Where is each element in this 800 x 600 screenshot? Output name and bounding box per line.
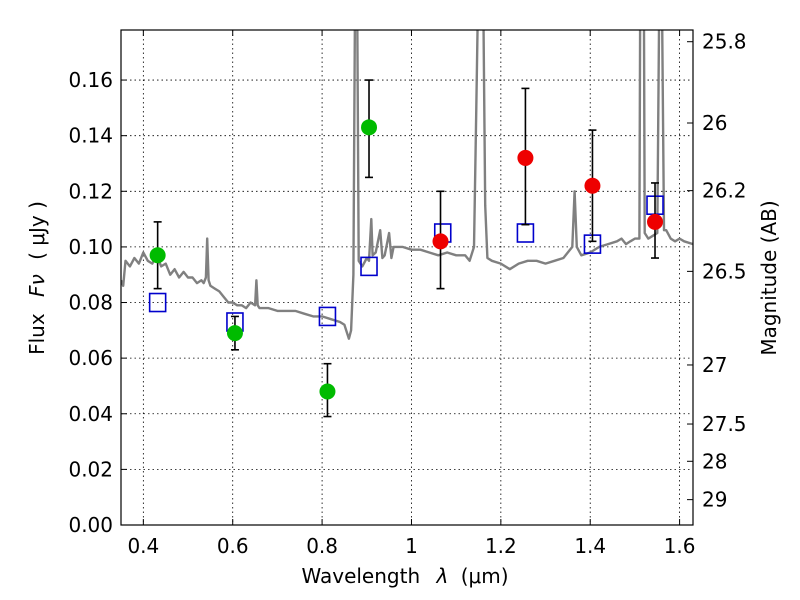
marker-layer — [148, 79, 664, 418]
observed-point — [517, 149, 534, 166]
x-tick-label: 1.2 — [485, 534, 517, 558]
y-axis-symbol: Fν — [25, 274, 49, 297]
tick-layer: 0.4 0.6 0.8 1 1.2 1.4 1.6 0.00 0.02 0.04 0.06 0.08 0… — [68, 30, 746, 558]
y-axis-unit: ( μJy ) — [25, 201, 49, 260]
observed-point — [584, 177, 601, 194]
x-axis-title: Wavelength λ (μm) — [301, 564, 508, 588]
model-photometry-square — [516, 223, 535, 243]
y-tick-label: 0.08 — [68, 291, 113, 315]
y-tick-label: 0.06 — [68, 346, 113, 370]
observed-point — [319, 383, 336, 400]
y-tick-label: 0.02 — [68, 457, 113, 481]
y-tick-label: 0.16 — [68, 68, 113, 92]
y-tick-label: 0.10 — [68, 235, 113, 259]
y-tick-label: 0.14 — [68, 124, 113, 148]
y2-tick-label: 26.2 — [702, 179, 747, 203]
x-tick-label: 0.4 — [127, 534, 159, 558]
y2-tick-label: 26.5 — [702, 259, 747, 283]
x-tick-label: 0.6 — [217, 534, 249, 558]
spectrum-line — [121, 30, 693, 340]
observed-point — [149, 247, 166, 264]
y2-tick-label: 27 — [702, 353, 727, 377]
y2-tick-label: 29 — [702, 488, 727, 512]
y-tick-label: 0.04 — [68, 402, 113, 426]
y-tick-label: 0.12 — [68, 179, 113, 203]
model-photometry-square — [360, 256, 378, 277]
observed-point — [432, 233, 449, 250]
y-axis-label: Flux — [25, 313, 49, 355]
model-photometry-square — [318, 306, 337, 327]
x-tick-label: 0.8 — [306, 534, 338, 558]
x-axis-symbol: λ — [436, 564, 449, 588]
y2-tick-label: 27.5 — [702, 412, 747, 436]
x-axis-unit: (μm) — [461, 564, 509, 588]
x-tick-label: 1 — [405, 534, 418, 558]
y2-tick-label: 28 — [702, 449, 727, 473]
x-tick-label: 1.4 — [574, 534, 606, 558]
y2-tick-label: 25.8 — [702, 30, 747, 54]
observed-point — [226, 325, 243, 342]
plot-frame — [120, 29, 694, 526]
observed-point — [361, 119, 378, 136]
observed-point — [647, 213, 664, 230]
y2-tick-label: 26 — [702, 111, 727, 135]
grid — [121, 30, 693, 526]
x-tick-label: 1.6 — [664, 534, 696, 558]
y-axis-title: Flux Fν ( μJy ) — [25, 201, 49, 355]
model-photometry-square — [148, 292, 167, 313]
x-axis-label: Wavelength — [301, 564, 420, 588]
y-tick-label: 0.00 — [68, 513, 113, 537]
y2-axis-title: Magnitude (AB) — [757, 200, 781, 355]
spectrum-layer — [121, 30, 693, 340]
